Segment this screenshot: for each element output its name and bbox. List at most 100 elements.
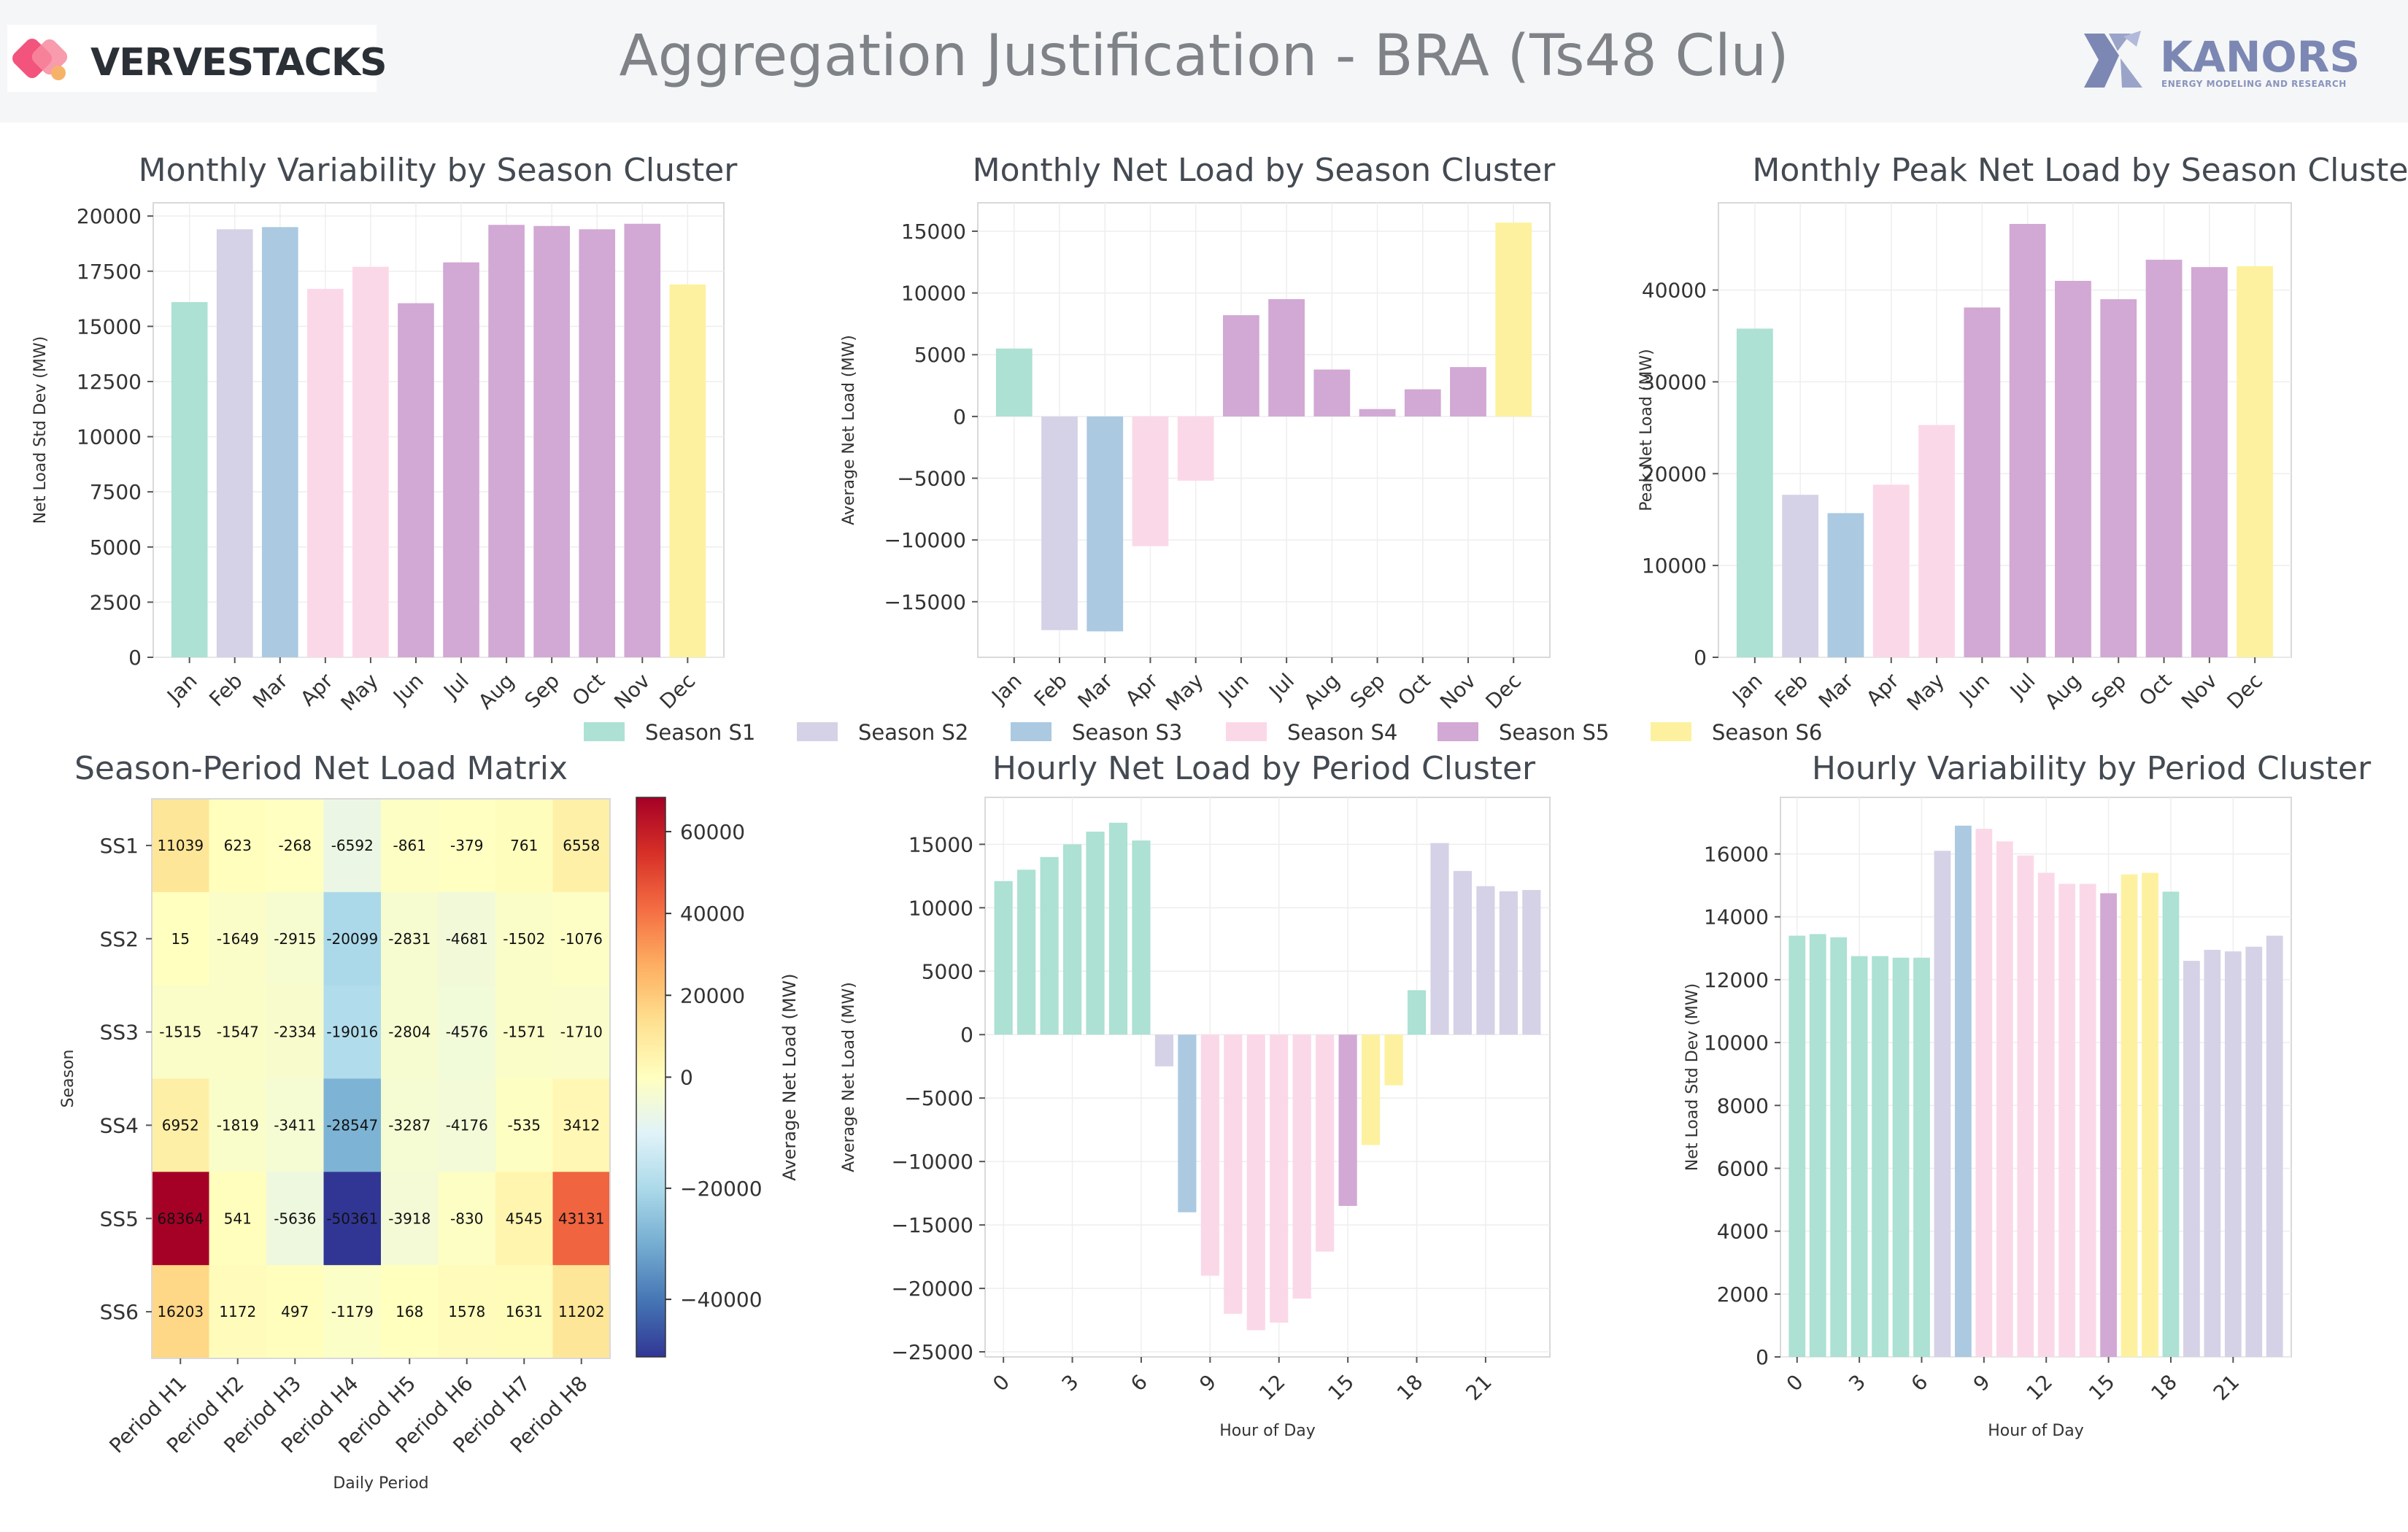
season_period_matrix-cell-value: -28547 [326, 1116, 378, 1134]
hourly_variability-ytick-label: 6000 [1717, 1156, 1769, 1180]
monthly_peak-bar [1872, 484, 1910, 657]
season_period_matrix-cell-value: 497 [281, 1303, 309, 1320]
season_period_matrix-cell-value: -3411 [274, 1116, 316, 1134]
season_period_matrix-cell-value: -2334 [274, 1024, 316, 1041]
monthly_peak-bar [1782, 495, 1819, 657]
monthly_peak-title: Monthly Peak Net Load by Season Cluster [1752, 152, 2408, 189]
monthly_variability-bar [443, 262, 479, 657]
season_period_matrix-cell [209, 1172, 267, 1266]
season_period_matrix-cell-value: 4545 [506, 1210, 543, 1227]
monthly_peak-xtick-label: Nov [2177, 669, 2222, 714]
season_period_matrix-cell [323, 1172, 382, 1266]
monthly_net_load-bar [1132, 416, 1169, 546]
hourly_variability-bar [2100, 893, 2117, 1357]
season_period_matrix-cell-value: 541 [224, 1210, 252, 1227]
hourly_net_load-bar [1086, 831, 1105, 1035]
hourly_variability-bar [1851, 956, 1868, 1357]
season_period_matrix-cell [495, 799, 553, 893]
monthly_net_load-bar [1313, 369, 1351, 417]
hourly_net_load-bar [1178, 1034, 1197, 1212]
monthly_peak-xtick-label: Mar [1814, 668, 1859, 713]
season_period_matrix-cell [438, 891, 496, 986]
hourly_net_load-ytick-label: 15000 [908, 832, 973, 856]
season_period_matrix-cell-value: -19016 [326, 1024, 378, 1041]
season_period_matrix-cell-value: -50361 [326, 1210, 378, 1227]
season_period_matrix-cell [266, 1265, 324, 1359]
monthly_variability-bar [261, 227, 298, 658]
hourly_variability-bar [2183, 961, 2200, 1357]
monthly_net_load-xtick-label: Oct [1393, 669, 1435, 711]
season_period_matrix-cell-value: -535 [508, 1116, 541, 1134]
hourly_variability-bar [1975, 829, 1993, 1357]
hourly_net_load-bar [1062, 844, 1082, 1035]
season_period_matrix-row-label: SS3 [100, 1021, 139, 1045]
monthly_variability-xtick-label: May [336, 669, 383, 716]
season_period_matrix-cell-value: -4681 [446, 930, 488, 948]
monthly_net_load-bar [1268, 299, 1305, 417]
monthly_peak-xtick-label: May [1902, 669, 1949, 716]
hourly_variability-bar [1788, 935, 1806, 1357]
hourly_net_load-bar [1108, 822, 1128, 1035]
monthly_peak-ytick-label: 0 [1694, 646, 1707, 670]
hourly_net_load-xtick-label: 18 [1392, 1370, 1428, 1406]
hourly_net_load-bar [1224, 1034, 1243, 1314]
season_period_matrix-cell [438, 985, 496, 1079]
hourly_variability-ytick-label: 8000 [1717, 1094, 1769, 1118]
monthly_variability-xtick-label: Apr [296, 668, 338, 711]
hourly_variability-xtick-label: 18 [2146, 1370, 2182, 1406]
season_period_matrix-cell-value: -3918 [388, 1210, 431, 1227]
hourly_net_load-bar [1270, 1034, 1289, 1323]
hourly_variability-ytick-label: 0 [1756, 1345, 1769, 1369]
season_period_matrix-cell [381, 1172, 439, 1266]
monthly_variability-xtick-label: Mar [248, 668, 293, 713]
monthly_peak-xtick-label: Dec [2222, 669, 2267, 714]
season_period_matrix-cell-value: 761 [510, 837, 538, 854]
season_period_matrix-cell-value: 1578 [448, 1303, 485, 1320]
monthly_variability-bar [171, 302, 208, 657]
hourly_net_load-ytick-label: 10000 [908, 896, 973, 920]
season_period_matrix-cell-value: 16203 [157, 1303, 204, 1320]
hourly_variability-ytick-label: 4000 [1717, 1220, 1769, 1244]
monthly_peak-bar [1964, 307, 2001, 657]
monthly_net_load-ytick-label: 0 [953, 405, 966, 429]
hourly_net_load-ytick-label: −20000 [891, 1277, 973, 1301]
season_period_matrix-cell [495, 891, 553, 986]
hourly_net_load-xtick-label: 15 [1324, 1370, 1359, 1406]
hourly_net_load-xtick-label: 6 [1126, 1370, 1152, 1396]
monthly_variability-bar [533, 225, 570, 657]
season_period_matrix-cell [152, 985, 209, 1079]
season_period_matrix-cell-value: -1819 [217, 1116, 259, 1134]
legend-swatch [1226, 722, 1267, 741]
hourly_variability-ytick-label: 14000 [1704, 905, 1769, 929]
legend-label: Season S4 [1287, 720, 1397, 745]
vervestacks-logo-icon [12, 39, 68, 80]
monthly_peak-xtick-label: Jun [1954, 669, 1995, 710]
monthly_peak-xtick-label: Apr [1861, 668, 1904, 711]
hourly_variability-xtick-label: 15 [2084, 1370, 2120, 1406]
monthly_peak-ytick-label: 40000 [1642, 279, 1707, 303]
season_period_matrix-cell-value: -4576 [446, 1024, 488, 1041]
season_period_matrix-cell [381, 985, 439, 1079]
monthly_peak-xtick-label: Sep [2087, 669, 2131, 713]
season_period_matrix-colorbar-label: −40000 [680, 1288, 763, 1312]
season_period_matrix-cell [323, 1265, 382, 1359]
monthly_variability-xtick-label: Oct [568, 669, 610, 711]
season_period_matrix-cell-value: -1076 [560, 930, 603, 948]
season_period_matrix-cell [381, 1265, 439, 1359]
legend-swatch [797, 722, 838, 741]
monthly_net_load-xtick-label: Dec [1481, 669, 1527, 714]
monthly_variability-bar [307, 288, 344, 657]
season_period_matrix-cell [495, 1172, 553, 1266]
hourly_variability-bar [2058, 883, 2076, 1357]
monthly_net_load-xtick-label: Jun [1213, 669, 1254, 710]
hourly_net_load-bar [1040, 856, 1059, 1035]
season_period_matrix-cell [552, 799, 611, 893]
season_period_matrix-cell [438, 1078, 496, 1172]
legend-label: Season S1 [645, 720, 755, 745]
monthly_variability-bar [488, 225, 525, 658]
monthly_variability-ytick-label: 17500 [77, 260, 142, 284]
kanors-logo-icon [2084, 31, 2142, 88]
monthly_net_load-xtick-label: Sep [1346, 669, 1390, 713]
legend-swatch [1651, 722, 1691, 741]
page-title: Aggregation Justification - BRA (Ts48 Cl… [619, 23, 1789, 89]
